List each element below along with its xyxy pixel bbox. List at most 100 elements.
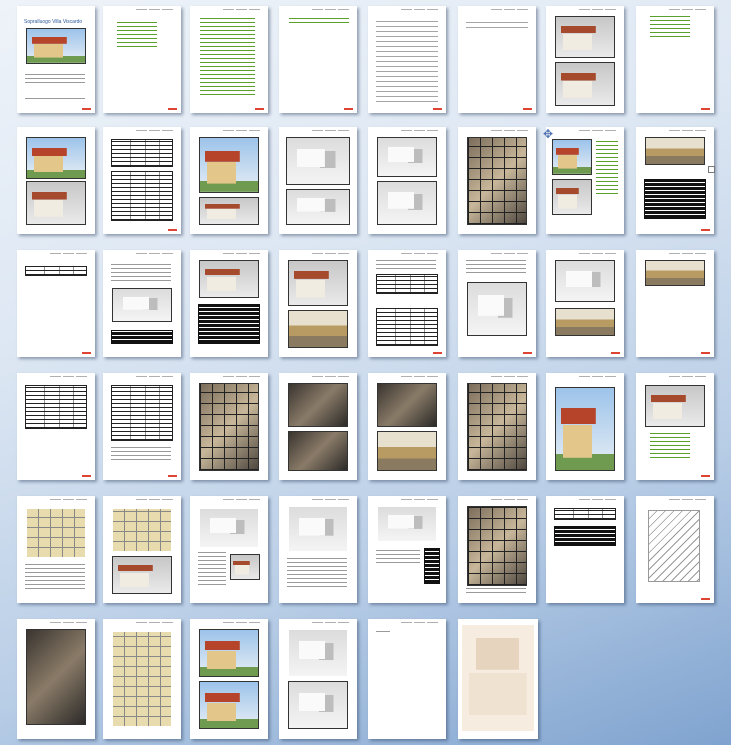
interior-render — [555, 308, 615, 336]
data-table — [111, 171, 173, 221]
page-thumbnail-15[interactable] — [546, 127, 624, 234]
page-thumbnail-21[interactable] — [368, 250, 446, 357]
page-thumbnail-41[interactable] — [17, 619, 95, 739]
photo-collage — [26, 629, 86, 725]
cover-photo — [26, 28, 86, 64]
page-thumbnail-37[interactable] — [368, 496, 446, 603]
page-thumbnail-4[interactable] — [279, 6, 357, 113]
render-3d — [288, 506, 348, 552]
page-thumbnail-46[interactable] — [458, 619, 538, 739]
page-thumbnail-30[interactable] — [458, 373, 536, 480]
page-thumbnail-38[interactable] — [458, 496, 536, 603]
page-thumbnail-23[interactable] — [546, 250, 624, 357]
page-thumbnail-12[interactable] — [279, 127, 357, 234]
page-thumbnail-18[interactable] — [103, 250, 181, 357]
staircase-drawing — [648, 510, 700, 582]
page-thumbnail-26[interactable] — [103, 373, 181, 480]
page-thumbnail-17[interactable] — [17, 250, 95, 357]
text-block — [111, 447, 171, 463]
page-thumbnail-34[interactable] — [103, 496, 181, 603]
interior-photo — [288, 310, 348, 348]
outline-list — [289, 16, 349, 26]
page-thumbnail-10[interactable] — [103, 127, 181, 234]
data-table — [376, 274, 438, 294]
text-block — [466, 260, 526, 276]
render-3d — [555, 260, 615, 302]
page-thumbnail-39[interactable] — [546, 496, 624, 603]
interior-photo — [645, 260, 705, 286]
page-thumbnail-28[interactable] — [279, 373, 357, 480]
render-3d — [377, 506, 437, 542]
render-photo — [199, 197, 259, 225]
data-table — [376, 308, 438, 346]
house-photo — [552, 139, 592, 175]
interior-photo — [288, 431, 348, 471]
page-thumbnail-8[interactable] — [636, 6, 714, 113]
page-thumbnail-6[interactable] — [458, 6, 536, 113]
page-thumbnail-44[interactable] — [279, 619, 357, 739]
photo-collage — [199, 137, 259, 193]
notes-list — [650, 431, 690, 461]
page-thumbnail-5[interactable] — [368, 6, 446, 113]
data-table — [25, 266, 87, 276]
page-thumbnail-32[interactable] — [636, 373, 714, 480]
table-of-contents — [376, 18, 438, 106]
cover-text — [25, 74, 85, 86]
interior-photo — [288, 383, 348, 427]
page-thumbnail-45[interactable] — [368, 619, 446, 739]
page-thumbnail-36[interactable] — [279, 496, 357, 603]
page-thumbnail-27[interactable] — [190, 373, 268, 480]
page-thumbnail-19[interactable] — [190, 250, 268, 357]
floor-plan — [286, 137, 350, 185]
text-block — [287, 556, 347, 590]
page-thumbnail-25[interactable] — [17, 373, 95, 480]
page-thumbnail-1[interactable]: Sopralluogo Villa Viscardo — [17, 6, 95, 113]
text-block — [376, 550, 420, 566]
text-block — [25, 562, 85, 592]
outline-list — [117, 20, 157, 50]
page-thumbnail-3[interactable] — [190, 6, 268, 113]
page-thumbnail-24[interactable] — [636, 250, 714, 357]
page-thumbnail-40[interactable] — [636, 496, 714, 603]
page-thumbnail-7[interactable] — [546, 6, 624, 113]
page-thumbnail-42[interactable] — [103, 619, 181, 739]
page-thumbnail-13[interactable] — [368, 127, 446, 234]
outline-list — [200, 18, 255, 98]
interior-photo — [645, 137, 705, 165]
page-thumbnail-43[interactable] — [190, 619, 268, 739]
page-thumbnail-29[interactable] — [368, 373, 446, 480]
house-photo — [199, 681, 259, 729]
page-thumbnail-11[interactable] — [190, 127, 268, 234]
page-thumbnail-2[interactable] — [103, 6, 181, 113]
page-thumbnail-33[interactable] — [17, 496, 95, 603]
text-block — [376, 631, 390, 635]
data-table — [111, 330, 173, 344]
render-photo — [555, 62, 615, 106]
page-thumbnail-22[interactable] — [458, 250, 536, 357]
data-table — [111, 139, 173, 167]
floor-plan — [112, 508, 172, 552]
render-photo — [199, 260, 259, 298]
page-thumbnail-20[interactable] — [279, 250, 357, 357]
data-table — [644, 179, 706, 219]
render-photo — [26, 181, 86, 225]
page-thumbnail-14[interactable] — [458, 127, 536, 234]
photo-grid — [467, 506, 527, 586]
photo-collage — [555, 387, 615, 471]
resize-handle-icon[interactable] — [708, 166, 715, 173]
page-thumbnail-16[interactable] — [636, 127, 714, 234]
page-thumbnail-31[interactable] — [546, 373, 624, 480]
elevation-render — [286, 189, 350, 225]
render-photo — [112, 556, 172, 594]
caption — [466, 588, 526, 596]
cover-title: Sopralluogo Villa Viscardo — [24, 19, 83, 25]
outline-list — [650, 16, 690, 40]
house-photo — [26, 137, 86, 179]
page-thumbnail-9[interactable] — [17, 127, 95, 234]
render-3d — [467, 282, 527, 336]
move-icon: ✥ — [542, 127, 554, 141]
page-thumbnail-35[interactable] — [190, 496, 268, 603]
text-block — [376, 260, 436, 272]
id-document-scan — [462, 625, 534, 731]
